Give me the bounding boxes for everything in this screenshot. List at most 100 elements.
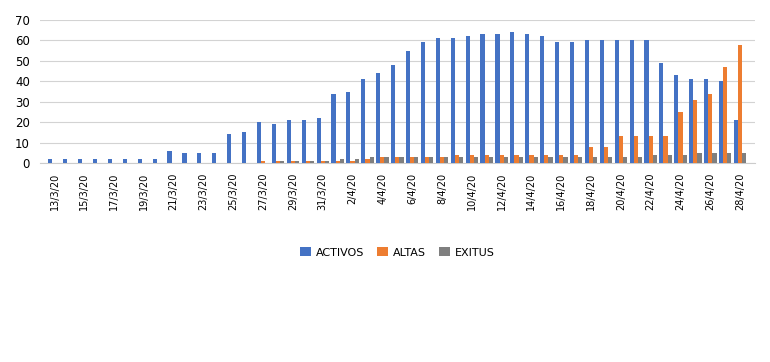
Bar <box>152 159 157 163</box>
Bar <box>346 92 350 163</box>
Bar <box>574 155 578 163</box>
Bar <box>138 159 142 163</box>
Bar <box>698 153 701 163</box>
Bar <box>310 161 314 163</box>
Bar <box>738 45 742 163</box>
Bar <box>444 157 448 163</box>
Bar <box>668 155 672 163</box>
Bar <box>589 147 593 163</box>
Bar <box>734 120 738 163</box>
Bar <box>280 161 284 163</box>
Bar <box>380 157 384 163</box>
Bar <box>664 136 668 163</box>
Bar <box>168 151 172 163</box>
Bar <box>108 159 112 163</box>
Bar <box>608 157 612 163</box>
Bar <box>614 41 619 163</box>
Bar <box>712 153 717 163</box>
Bar <box>391 65 395 163</box>
Bar <box>644 41 648 163</box>
Bar <box>638 157 642 163</box>
Bar <box>559 155 564 163</box>
Bar <box>325 161 329 163</box>
Bar <box>466 36 470 163</box>
Legend: ACTIVOS, ALTAS, EXITUS: ACTIVOS, ALTAS, EXITUS <box>296 243 499 262</box>
Bar <box>495 34 500 163</box>
Bar <box>414 157 418 163</box>
Bar <box>182 153 186 163</box>
Bar <box>436 38 440 163</box>
Bar <box>519 157 523 163</box>
Bar <box>257 122 261 163</box>
Bar <box>350 161 355 163</box>
Bar <box>306 161 310 163</box>
Bar <box>336 161 340 163</box>
Bar <box>623 157 627 163</box>
Bar <box>653 155 657 163</box>
Bar <box>340 159 344 163</box>
Bar <box>719 81 723 163</box>
Bar <box>584 41 589 163</box>
Bar <box>122 159 127 163</box>
Bar <box>723 67 728 163</box>
Bar <box>555 42 559 163</box>
Bar <box>682 155 687 163</box>
Bar <box>276 161 280 163</box>
Bar <box>376 73 380 163</box>
Bar <box>49 159 52 163</box>
Bar <box>261 161 265 163</box>
Bar <box>331 93 336 163</box>
Bar <box>474 157 478 163</box>
Bar <box>480 34 484 163</box>
Bar <box>440 157 444 163</box>
Bar <box>295 161 300 163</box>
Bar <box>630 41 634 163</box>
Bar <box>514 155 519 163</box>
Bar <box>410 157 414 163</box>
Bar <box>302 120 306 163</box>
Bar <box>728 153 732 163</box>
Bar <box>659 63 664 163</box>
Bar <box>525 34 529 163</box>
Bar <box>400 157 403 163</box>
Bar <box>648 136 653 163</box>
Bar <box>78 159 82 163</box>
Bar <box>242 132 246 163</box>
Bar <box>548 157 553 163</box>
Bar <box>421 42 425 163</box>
Bar <box>272 124 276 163</box>
Bar <box>395 157 400 163</box>
Bar <box>570 42 574 163</box>
Bar <box>511 32 514 163</box>
Bar <box>564 157 567 163</box>
Bar <box>678 112 682 163</box>
Bar <box>693 100 698 163</box>
Bar <box>361 79 366 163</box>
Bar <box>689 79 693 163</box>
Bar <box>459 157 464 163</box>
Bar <box>529 155 534 163</box>
Bar <box>355 159 359 163</box>
Bar <box>634 136 638 163</box>
Bar <box>429 157 434 163</box>
Bar <box>500 155 504 163</box>
Bar <box>604 147 608 163</box>
Bar <box>406 51 410 163</box>
Bar <box>600 41 604 163</box>
Bar <box>384 157 389 163</box>
Bar <box>540 36 544 163</box>
Bar <box>704 79 708 163</box>
Bar <box>578 157 582 163</box>
Bar <box>534 157 537 163</box>
Bar <box>470 155 474 163</box>
Bar <box>197 153 202 163</box>
Bar <box>320 161 325 163</box>
Bar <box>370 157 373 163</box>
Bar <box>366 159 370 163</box>
Bar <box>63 159 67 163</box>
Bar <box>742 153 746 163</box>
Bar <box>544 155 548 163</box>
Bar <box>593 157 598 163</box>
Bar <box>316 118 320 163</box>
Bar <box>484 155 489 163</box>
